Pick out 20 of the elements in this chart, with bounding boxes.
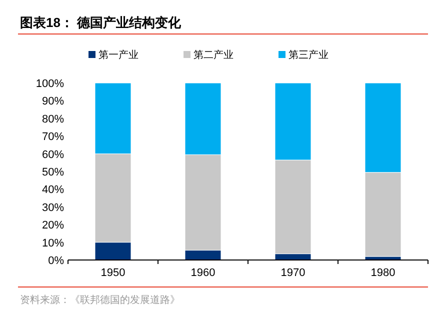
legend-label: 第二产业 xyxy=(194,49,234,61)
y-tick-label: 70% xyxy=(42,131,64,144)
y-tick-label: 20% xyxy=(42,220,64,232)
x-tick-label: 1980 xyxy=(370,267,396,279)
x-tick-label: 1970 xyxy=(280,267,306,279)
y-tick-label: 80% xyxy=(42,113,64,126)
y-tick-label: 90% xyxy=(42,96,64,108)
legend-label: 第三产业 xyxy=(288,49,328,61)
y-tick-label: 40% xyxy=(42,184,64,196)
y-tick-label: 60% xyxy=(42,148,64,161)
y-tick-label: 10% xyxy=(42,237,64,250)
chart-title: 图表18： 德国产业结构变化 xyxy=(20,15,182,30)
y-tick-label: 30% xyxy=(42,202,64,214)
x-tick-label: 1950 xyxy=(100,267,126,279)
y-tick-label: 100% xyxy=(36,78,64,90)
y-tick-label: 50% xyxy=(42,166,64,178)
x-tick-label: 1960 xyxy=(190,267,216,279)
text: 资料来源：《联邦德国的发展道路》 xyxy=(20,294,180,306)
y-tick-label: 0% xyxy=(48,255,64,267)
legend-label: 第一产业 xyxy=(98,49,138,61)
